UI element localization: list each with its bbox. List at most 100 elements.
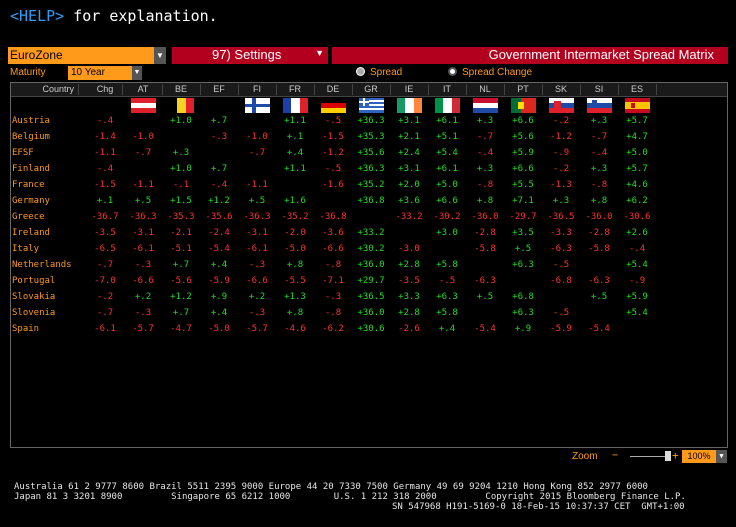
spread-cell[interactable]: -36.8 bbox=[319, 212, 347, 222]
spread-cell[interactable]: +35.2 bbox=[357, 180, 385, 190]
header-sk[interactable]: SK bbox=[554, 84, 567, 94]
spread-cell[interactable]: -5.4 bbox=[474, 324, 496, 334]
spread-cell[interactable]: -5.8 bbox=[588, 244, 610, 254]
spread-cell[interactable]: +.8 bbox=[476, 196, 494, 206]
spread-cell[interactable]: +.2 bbox=[248, 292, 266, 302]
header-de[interactable]: DE bbox=[326, 84, 340, 94]
spread-cell[interactable]: -6.3 bbox=[550, 244, 572, 254]
spread-cell[interactable]: -36.3 bbox=[129, 212, 157, 222]
spread-cell[interactable]: +6.1 bbox=[436, 164, 458, 174]
spread-cell[interactable]: +5.4 bbox=[436, 148, 458, 158]
spread-cell[interactable]: -6.6 bbox=[246, 276, 268, 286]
spread-cell[interactable]: -5.9 bbox=[550, 324, 572, 334]
spread-cell[interactable]: -.4 bbox=[590, 148, 608, 158]
spread-cell[interactable]: +3.3 bbox=[398, 292, 420, 302]
spread-cell[interactable]: +36.3 bbox=[357, 116, 385, 126]
zoom-slider-track[interactable] bbox=[630, 456, 670, 457]
spread-cell[interactable]: -6.3 bbox=[474, 276, 496, 286]
spread-cell[interactable]: -1.2 bbox=[550, 132, 572, 142]
spread-cell[interactable]: +.4 bbox=[210, 308, 228, 318]
spread-cell[interactable]: +2.1 bbox=[398, 132, 420, 142]
zoom-slider-handle[interactable] bbox=[665, 451, 671, 461]
spread-cell[interactable]: +30.2 bbox=[357, 244, 385, 254]
spread-cell[interactable]: -1.0 bbox=[132, 132, 154, 142]
spread-cell[interactable]: +5.5 bbox=[512, 180, 534, 190]
radio-spread[interactable]: Spread bbox=[356, 67, 402, 78]
spread-cell[interactable]: -.9 bbox=[552, 148, 570, 158]
header-gr[interactable]: GR bbox=[364, 84, 378, 94]
spread-cell[interactable]: +.3 bbox=[590, 116, 608, 126]
spread-cell[interactable]: -5.0 bbox=[208, 324, 230, 334]
spread-cell[interactable]: -35.2 bbox=[281, 212, 309, 222]
spread-cell[interactable]: -5.7 bbox=[246, 324, 268, 334]
spread-cell[interactable]: +5.6 bbox=[512, 132, 534, 142]
spread-cell[interactable]: +.3 bbox=[476, 164, 494, 174]
header-country[interactable]: Country bbox=[42, 84, 74, 94]
chevron-down-icon[interactable]: ▼ bbox=[132, 66, 142, 80]
spread-cell[interactable]: +2.8 bbox=[398, 308, 420, 318]
spread-cell[interactable]: +1.1 bbox=[284, 116, 306, 126]
spread-cell[interactable]: +.5 bbox=[476, 292, 494, 302]
spread-cell[interactable]: -1.5 bbox=[322, 132, 344, 142]
spread-cell[interactable]: -.7 bbox=[590, 132, 608, 142]
spread-cell[interactable]: +1.0 bbox=[170, 164, 192, 174]
header-fi[interactable]: FI bbox=[253, 84, 261, 94]
zoom-value-field[interactable]: 100% bbox=[682, 450, 716, 463]
row-label-efsf[interactable]: EFSF bbox=[12, 148, 34, 158]
spread-cell[interactable]: -35.6 bbox=[205, 212, 233, 222]
spread-cell[interactable]: -2.1 bbox=[170, 228, 192, 238]
spread-cell[interactable]: -5.6 bbox=[170, 276, 192, 286]
spread-cell[interactable]: -5.1 bbox=[170, 244, 192, 254]
spread-cell[interactable]: +.4 bbox=[210, 260, 228, 270]
spread-cell[interactable]: +3.0 bbox=[436, 228, 458, 238]
row-label-france[interactable]: France bbox=[12, 180, 45, 190]
spread-cell[interactable]: -.8 bbox=[324, 260, 342, 270]
header-es[interactable]: ES bbox=[630, 84, 643, 94]
spread-cell[interactable]: -2.8 bbox=[474, 228, 496, 238]
spread-cell[interactable]: +5.4 bbox=[626, 308, 648, 318]
spread-cell[interactable]: -.4 bbox=[628, 244, 646, 254]
row-label-italy[interactable]: Italy bbox=[12, 244, 40, 254]
spread-cell[interactable]: +.7 bbox=[210, 164, 228, 174]
spread-cell[interactable]: +1.5 bbox=[170, 196, 192, 206]
spread-cell[interactable]: +.4 bbox=[438, 324, 456, 334]
spread-cell[interactable]: -1.3 bbox=[550, 180, 572, 190]
row-label-spain[interactable]: Spain bbox=[12, 324, 40, 334]
spread-cell[interactable]: -5.7 bbox=[132, 324, 154, 334]
header-chg[interactable]: Chg bbox=[96, 84, 114, 94]
spread-cell[interactable]: -5.0 bbox=[284, 244, 306, 254]
spread-cell[interactable]: -.3 bbox=[248, 260, 266, 270]
spread-cell[interactable]: +.3 bbox=[590, 164, 608, 174]
spread-cell[interactable]: +2.0 bbox=[398, 180, 420, 190]
spread-cell[interactable]: +1.2 bbox=[170, 292, 192, 302]
zoom-in-button[interactable]: + bbox=[672, 449, 679, 462]
spread-cell[interactable]: +36.0 bbox=[357, 260, 385, 270]
spread-cell[interactable]: +29.7 bbox=[357, 276, 385, 286]
header-ie[interactable]: IE bbox=[404, 84, 414, 94]
spread-cell[interactable]: +.3 bbox=[172, 148, 190, 158]
spread-cell[interactable]: -2.4 bbox=[208, 228, 230, 238]
spread-cell[interactable]: +3.1 bbox=[398, 116, 420, 126]
spread-cell[interactable]: +6.3 bbox=[512, 308, 534, 318]
spread-cell[interactable]: +5.7 bbox=[626, 116, 648, 126]
spread-cell[interactable]: +.9 bbox=[210, 292, 228, 302]
header-it[interactable]: IT bbox=[443, 84, 451, 94]
spread-cell[interactable]: +.1 bbox=[286, 132, 304, 142]
header-at[interactable]: AT bbox=[137, 84, 149, 94]
spread-cell[interactable]: -3.0 bbox=[398, 244, 420, 254]
spread-cell[interactable]: -.5 bbox=[324, 164, 342, 174]
spread-cell[interactable]: +6.2 bbox=[626, 196, 648, 206]
spread-cell[interactable]: +3.1 bbox=[398, 164, 420, 174]
chevron-down-icon[interactable]: ▼ bbox=[154, 47, 166, 64]
header-si[interactable]: SI bbox=[594, 84, 604, 94]
spread-cell[interactable]: -6.8 bbox=[550, 276, 572, 286]
spread-cell[interactable]: -36.0 bbox=[585, 212, 613, 222]
spread-cell[interactable]: +.3 bbox=[476, 116, 494, 126]
spread-cell[interactable]: -5.9 bbox=[208, 276, 230, 286]
spread-cell[interactable]: -5.4 bbox=[208, 244, 230, 254]
spread-cell[interactable]: +.5 bbox=[248, 196, 266, 206]
spread-cell[interactable]: +5.0 bbox=[626, 148, 648, 158]
spread-cell[interactable]: -3.3 bbox=[550, 228, 572, 238]
settings-button[interactable]: 97) Settings ▼ bbox=[172, 47, 328, 64]
spread-cell[interactable]: +5.8 bbox=[436, 308, 458, 318]
